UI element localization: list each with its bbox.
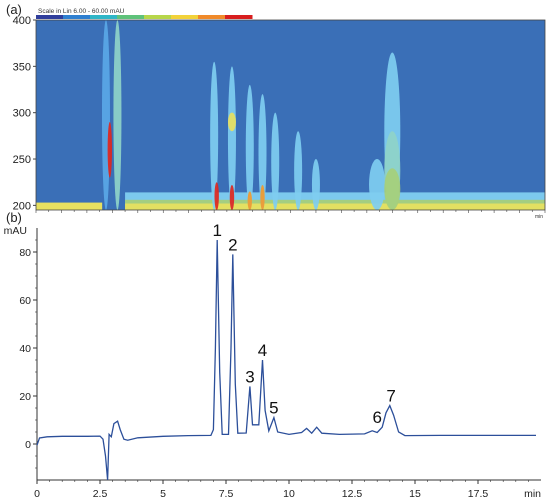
chromatogram-line — [36, 239, 536, 481]
colorbar-segment — [90, 15, 118, 19]
heatmap-band — [245, 84, 254, 210]
peak-label: 2 — [228, 235, 237, 254]
x-tick-label: 2.5 — [93, 488, 108, 500]
heatmap-band — [260, 184, 265, 210]
heatmap-band — [271, 112, 280, 210]
colorbar-scale-label: Scale in Lin 6.00 - 60.00 mAU — [38, 8, 125, 15]
heatmap-band — [258, 94, 267, 210]
y-tick-label: 0 — [25, 439, 31, 451]
colorbar-segment — [171, 15, 199, 19]
x-tick-label: 17.5 — [468, 488, 489, 500]
panel-b-label: (b) — [6, 210, 22, 225]
x-tick-label: 7.5 — [219, 488, 234, 500]
colorbar-segment — [63, 15, 91, 19]
peak-label: 7 — [386, 387, 395, 406]
colorbar-segment — [36, 15, 64, 19]
heatmap-band — [227, 66, 236, 210]
heatmap-band — [229, 184, 235, 210]
panel-a-label: (a) — [6, 2, 22, 17]
x-tick-label: 5 — [160, 488, 166, 500]
x-tick-label: 12.5 — [342, 488, 363, 500]
y-axis-label: mAU — [4, 225, 27, 237]
colorbar-segment — [198, 15, 226, 19]
heatmap-band — [294, 131, 303, 210]
heatmap-y-tick-label: 200 — [13, 200, 31, 212]
peak-label: 3 — [245, 367, 254, 386]
peak-label: 5 — [269, 399, 278, 418]
heatmap-y-tick-label: 350 — [13, 61, 31, 73]
heatmap-band — [311, 159, 320, 210]
heatmap-x-unit: min — [535, 214, 543, 220]
colorbar — [36, 15, 253, 19]
x-tick-label: 15 — [409, 488, 421, 500]
heatmap-background — [36, 20, 545, 210]
heatmap-band — [384, 168, 401, 211]
peak-label: 6 — [372, 408, 381, 427]
heatmap-baseline-band — [36, 202, 103, 210]
peak-labels: 12 34 5 67 — [212, 221, 395, 427]
colorbar-segment — [117, 15, 145, 19]
heatmap-band — [227, 112, 236, 132]
heatmap-y-tick-label: 250 — [13, 154, 31, 166]
heatmap-band — [101, 20, 110, 210]
heatmap-band — [214, 182, 219, 210]
y-tick-label: 40 — [19, 343, 31, 355]
peak-label: 4 — [258, 341, 267, 360]
heatmap-band — [369, 159, 386, 210]
heatmap-axes: 200 250 300 350 400 min — [13, 15, 546, 220]
heatmap-band — [107, 121, 113, 178]
heatmap-y-tick-label: 300 — [13, 108, 31, 120]
heatmap-y-tick-label: 400 — [13, 15, 31, 27]
colorbar-segment — [225, 15, 253, 19]
y-tick-label: 20 — [19, 391, 31, 403]
colorbar-segment — [144, 15, 172, 19]
heatmap-baseline-band — [125, 203, 545, 210]
heatmap-plot — [36, 20, 545, 211]
heatmap-band — [210, 61, 219, 211]
y-tick-label: 80 — [19, 247, 31, 259]
y-tick-label: 60 — [19, 295, 31, 307]
x-axis-label: min — [524, 488, 541, 500]
peak-label: 1 — [212, 221, 221, 240]
heatmap-band — [247, 191, 252, 210]
x-tick-label: 0 — [34, 488, 40, 500]
chromatogram-axes: 0 20 40 60 80 mAU 0 2.5 5 7.5 10 12.5 15 17.5 min — [4, 225, 542, 500]
heatmap-band — [113, 20, 122, 210]
x-tick-label: 10 — [283, 488, 295, 500]
